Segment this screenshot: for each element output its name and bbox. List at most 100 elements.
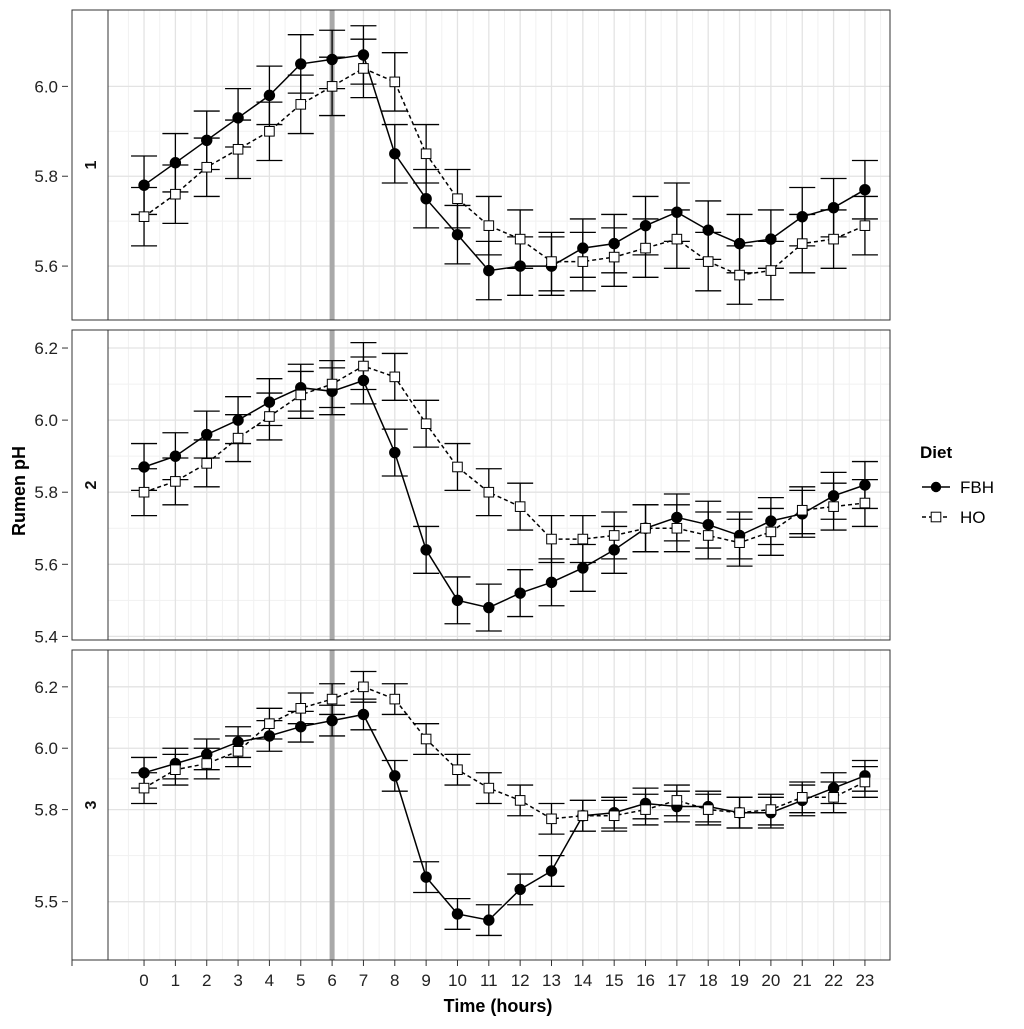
data-point — [358, 360, 369, 372]
data-point — [358, 681, 369, 693]
data-point — [640, 242, 651, 254]
data-point — [546, 256, 557, 267]
data-point — [389, 148, 401, 160]
data-point — [546, 533, 557, 545]
y-tick-label: 5.8 — [34, 483, 58, 502]
data-point — [201, 428, 213, 441]
data-point — [295, 99, 307, 110]
data-point — [138, 211, 150, 222]
panel-border — [107, 649, 891, 961]
x-tick-label: 10 — [448, 971, 467, 990]
x-tick-label: 0 — [139, 971, 148, 990]
data-point — [608, 530, 620, 541]
data-point — [326, 714, 338, 727]
panel-border — [107, 329, 891, 641]
y-tick-label: 5.6 — [34, 555, 58, 574]
x-tick-label: 2 — [202, 971, 211, 990]
x-tick-label: 14 — [573, 971, 592, 990]
data-point — [452, 764, 463, 776]
data-point — [483, 220, 495, 231]
x-tick-label: 22 — [824, 971, 843, 990]
data-point — [514, 501, 526, 512]
data-point — [232, 745, 244, 757]
x-tick-label: 12 — [511, 971, 530, 990]
data-point — [702, 256, 714, 267]
series-ho — [131, 38, 878, 305]
y-tick-label: 6.2 — [34, 678, 58, 697]
data-point — [138, 782, 150, 794]
data-point — [358, 63, 369, 74]
data-point — [138, 486, 150, 498]
data-point — [640, 804, 651, 815]
data-point — [577, 562, 589, 574]
data-point — [264, 718, 275, 729]
x-tick-label: 9 — [421, 971, 430, 990]
panel-border — [107, 9, 891, 321]
x-tick-label: 23 — [855, 971, 874, 990]
data-point — [452, 193, 463, 204]
data-point — [514, 233, 526, 245]
x-tick-label: 4 — [265, 971, 274, 990]
data-point — [765, 265, 777, 276]
y-tick-label: 5.8 — [34, 167, 58, 186]
data-point — [828, 792, 839, 803]
data-point — [451, 908, 464, 920]
data-point — [389, 693, 401, 705]
data-point — [483, 264, 495, 277]
data-point — [420, 192, 432, 205]
y-tick-label: 5.8 — [34, 801, 58, 820]
data-point — [389, 446, 401, 459]
data-point — [577, 533, 589, 545]
data-point — [326, 81, 338, 92]
data-point — [295, 58, 307, 70]
y-tick-label: 6.2 — [34, 339, 58, 358]
data-point — [452, 461, 463, 473]
y-tick-label: 5.5 — [34, 893, 58, 912]
x-tick-label: 21 — [793, 971, 812, 990]
y-axis-title: Rumen pH — [9, 446, 29, 536]
series-ho — [131, 670, 878, 835]
data-point — [326, 378, 338, 390]
data-point — [702, 804, 714, 815]
data-point — [420, 871, 432, 883]
y-tick-label: 5.6 — [34, 257, 58, 276]
data-point — [357, 708, 370, 721]
data-point — [859, 497, 871, 509]
data-point — [170, 476, 181, 487]
data-point — [545, 576, 558, 589]
data-point — [389, 770, 401, 782]
x-tick-label: 3 — [233, 971, 242, 990]
x-tick-label: 18 — [699, 971, 718, 990]
y-tick-label: 6.0 — [34, 739, 58, 758]
data-point — [734, 269, 745, 281]
data-point — [608, 251, 620, 263]
data-point — [263, 89, 276, 102]
data-point — [828, 501, 839, 512]
legend-label: HO — [960, 508, 986, 527]
series-ho — [131, 341, 878, 567]
data-point — [796, 792, 808, 803]
data-point — [420, 544, 432, 556]
plot-background — [108, 330, 890, 640]
data-point — [483, 782, 495, 794]
x-tick-label: 8 — [390, 971, 399, 990]
series-line — [143, 67, 866, 276]
x-tick-label: 1 — [171, 971, 180, 990]
data-point — [765, 804, 777, 815]
data-point — [859, 220, 871, 231]
data-point — [608, 810, 620, 822]
data-point — [514, 795, 526, 806]
x-tick-label: 11 — [480, 971, 498, 990]
facet-label: 3 — [83, 800, 100, 809]
data-point — [828, 233, 839, 245]
data-point — [859, 776, 871, 788]
facet-label: 1 — [83, 160, 100, 169]
data-point — [514, 883, 526, 896]
data-point — [671, 522, 683, 534]
data-point — [201, 161, 213, 173]
data-point — [420, 418, 432, 430]
facet-label: 2 — [83, 480, 100, 489]
x-tick-label: 15 — [605, 971, 624, 990]
y-tick-label: 6.0 — [34, 411, 58, 430]
